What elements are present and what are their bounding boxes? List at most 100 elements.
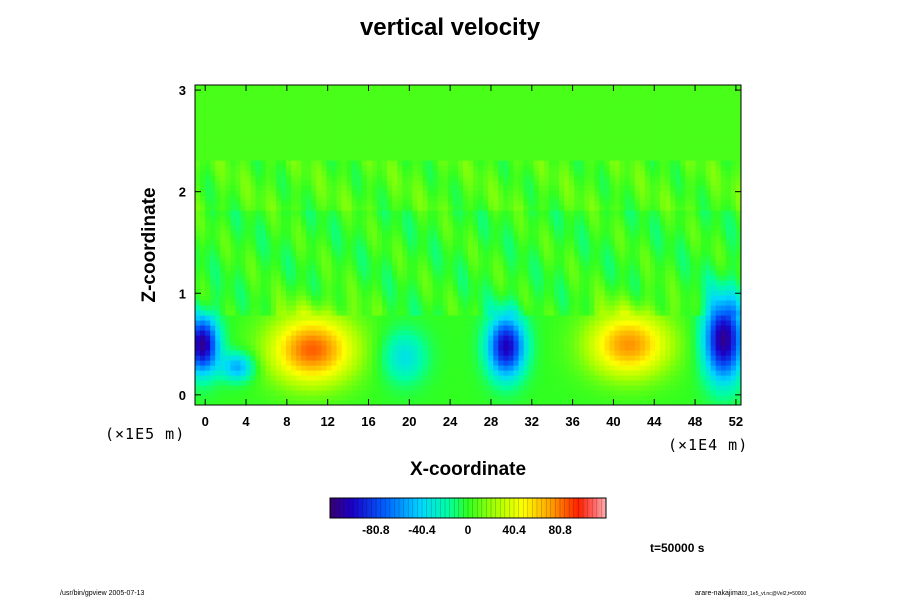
heatmap-cell [457, 210, 464, 216]
heatmap-cell [538, 175, 545, 181]
heatmap-cell [215, 255, 221, 261]
heatmap-cell [488, 270, 494, 276]
heatmap-cell [200, 110, 206, 116]
heatmap-cell [543, 115, 550, 121]
heatmap-cell [275, 150, 282, 156]
heatmap-cell [483, 280, 489, 286]
heatmap-cell [528, 325, 535, 331]
heatmap-cell [548, 160, 555, 166]
heatmap-cell [559, 225, 565, 231]
heatmap-cell [457, 325, 464, 331]
heatmap-cell [387, 320, 393, 326]
heatmap-cell [503, 165, 510, 171]
heatmap-cell [235, 85, 242, 91]
heatmap-cell [513, 245, 520, 251]
heatmap-cell [584, 350, 590, 356]
heatmap-cell [356, 160, 363, 166]
heatmap-cell [584, 215, 590, 221]
heatmap-cell [538, 225, 545, 231]
heatmap-cell [311, 305, 317, 311]
heatmap-cell [291, 360, 297, 366]
heatmap-cell [331, 220, 338, 226]
heatmap-cell [559, 305, 565, 311]
heatmap-cell [402, 115, 408, 121]
heatmap-cell [559, 145, 565, 151]
heatmap-cell [326, 335, 333, 341]
heatmap-cell [427, 270, 434, 276]
heatmap-cell [508, 340, 515, 346]
heatmap-cell [498, 390, 504, 396]
heatmap-cell [447, 275, 454, 281]
heatmap-cell [508, 310, 515, 316]
heatmap-cell [265, 350, 272, 356]
heatmap-cell [538, 130, 545, 136]
heatmap-cell [260, 380, 267, 386]
heatmap-cell [316, 340, 322, 346]
heatmap-cell [275, 345, 282, 351]
heatmap-cell [245, 160, 252, 166]
heatmap-cell [422, 275, 429, 281]
heatmap-cell [508, 190, 515, 196]
heatmap-cell [553, 220, 560, 226]
heatmap-cell [215, 205, 221, 211]
heatmap-cell [296, 315, 302, 321]
heatmap-cell [351, 380, 358, 386]
heatmap-cell [265, 85, 272, 91]
heatmap-cell [452, 180, 459, 186]
heatmap-cell [382, 210, 388, 216]
heatmap-cell [341, 205, 348, 211]
heatmap-cell [427, 305, 434, 311]
heatmap-cell [412, 345, 419, 351]
heatmap-cell [538, 155, 545, 161]
heatmap-cell [483, 390, 489, 396]
heatmap-cell [371, 160, 378, 166]
heatmap-cell [574, 365, 580, 371]
heatmap-cell [407, 95, 413, 101]
heatmap-cell [523, 250, 530, 256]
heatmap-cell [210, 340, 216, 346]
heatmap-cell [407, 385, 413, 391]
heatmap-cell [538, 350, 545, 356]
heatmap-cell [306, 155, 312, 161]
heatmap-cell [205, 255, 211, 261]
heatmap-cell [336, 105, 343, 111]
heatmap-cell [559, 115, 565, 121]
heatmap-cell [265, 235, 272, 241]
heatmap-cell [296, 350, 302, 356]
heatmap-cell [427, 290, 434, 296]
heatmap-cell [447, 395, 454, 401]
heatmap-cell [235, 190, 242, 196]
heatmap-cell [301, 165, 307, 171]
heatmap-cell [564, 210, 570, 216]
heatmap-cell [392, 165, 398, 171]
heatmap-cell [503, 355, 510, 361]
heatmap-cell [533, 385, 540, 391]
heatmap-cell [387, 220, 393, 226]
heatmap-cell [452, 375, 459, 381]
heatmap-cell [331, 315, 338, 321]
heatmap-cell [417, 145, 424, 151]
heatmap-cell [498, 120, 504, 126]
heatmap-cell [538, 235, 545, 241]
heatmap-cell [306, 145, 312, 151]
heatmap-cell [205, 355, 211, 361]
heatmap-cell [488, 325, 494, 331]
heatmap-cell [215, 215, 221, 221]
heatmap-cell [468, 245, 474, 251]
heatmap-cell [422, 120, 429, 126]
heatmap-cell [210, 265, 216, 271]
heatmap-cell [513, 230, 520, 236]
heatmap-cell [427, 205, 434, 211]
heatmap-cell [260, 180, 267, 186]
heatmap-cell [543, 90, 550, 96]
heatmap-cell [250, 290, 257, 296]
heatmap-cell [326, 200, 333, 206]
heatmap-cell [397, 375, 403, 381]
heatmap-cell [473, 95, 479, 101]
heatmap-cell [356, 195, 363, 201]
heatmap-cell [473, 155, 479, 161]
heatmap-cell [225, 120, 231, 126]
heatmap-cell [265, 130, 272, 136]
heatmap-cell [397, 120, 403, 126]
heatmap-cell [543, 130, 550, 136]
